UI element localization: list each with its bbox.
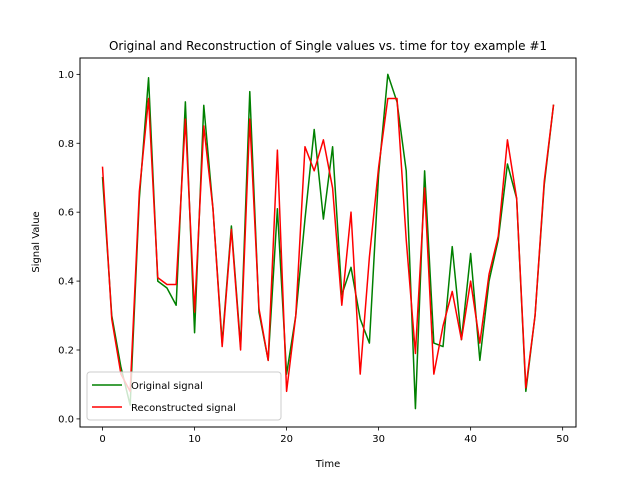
x-tick-label: 10 xyxy=(188,434,201,445)
x-tick-label: 20 xyxy=(280,434,293,445)
x-tick-label: 50 xyxy=(556,434,569,445)
chart-title: Original and Reconstruction of Single va… xyxy=(109,39,547,53)
x-axis-title: Time xyxy=(315,459,340,470)
y-tick-label: 0.6 xyxy=(58,208,74,219)
y-tick-label: 0.2 xyxy=(58,345,74,356)
y-axis-title: Signal Value xyxy=(31,211,42,272)
legend-label-original: Original signal xyxy=(131,381,203,392)
y-tick-label: 0.8 xyxy=(58,139,74,150)
y-tick-label: 0.0 xyxy=(58,414,74,425)
legend-box xyxy=(86,371,282,421)
x-tick-label: 30 xyxy=(372,434,385,445)
x-tick-label: 0 xyxy=(99,434,105,445)
series-layer xyxy=(101,73,555,410)
y-tick-label: 0.4 xyxy=(58,277,74,288)
tick-layer: 0 10 20 30 40 50 0.0 0.2 0.4 0.6 0.8 1.0 xyxy=(58,70,569,445)
plot-area xyxy=(80,58,576,427)
x-tick-label: 40 xyxy=(464,434,477,445)
legend: Original signal Reconstructed signal xyxy=(86,371,282,421)
series-line-original xyxy=(101,73,555,410)
plot-frame xyxy=(79,57,577,428)
y-tick-label: 1.0 xyxy=(58,70,74,81)
legend-label-reconstructed: Reconstructed signal xyxy=(131,403,236,414)
series-line-reconstructed xyxy=(101,97,555,393)
